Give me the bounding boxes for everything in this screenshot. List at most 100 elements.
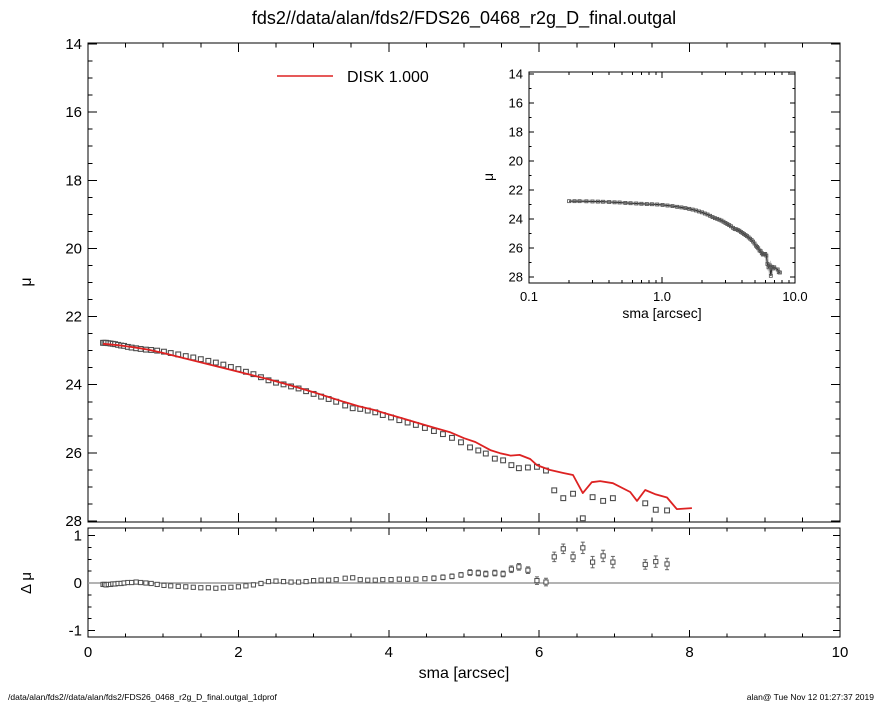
- residual-data-point: [422, 576, 428, 582]
- profile-data-point: [458, 439, 464, 446]
- residual-y-axis-label: Δ μ: [18, 572, 35, 594]
- main-y-tick-label: 24: [65, 377, 82, 394]
- residual-data-point: [653, 559, 659, 565]
- inset-data-point: [639, 201, 644, 206]
- inset-data-point: [607, 200, 611, 204]
- inset-data-point: [596, 199, 600, 204]
- inset-data-point: [713, 216, 717, 221]
- residual-y-tick-label: 1: [74, 528, 82, 545]
- residual-data-point: [133, 579, 139, 585]
- residual-data-point: [560, 546, 566, 552]
- residual-data-point: [333, 577, 339, 583]
- inset-data-point: [768, 273, 773, 278]
- residual-data-point: [543, 579, 549, 585]
- x-tick-label: 4: [385, 644, 393, 661]
- inset-y-tick-label: 14: [509, 67, 523, 82]
- residual-data-point: [483, 571, 489, 577]
- main-y-tick-label: 28: [65, 513, 82, 530]
- residual-data-point: [205, 585, 211, 591]
- x-tick-label: 8: [685, 644, 693, 661]
- residual-data-point: [405, 576, 411, 582]
- main-y-tick-label: 26: [65, 445, 82, 462]
- residual-data-point: [129, 579, 135, 586]
- inset-data-point: [778, 270, 782, 275]
- residual-data-point: [258, 580, 264, 587]
- residual-data-point: [154, 581, 160, 588]
- profile-data-point: [609, 495, 616, 502]
- inset-data-point: [772, 265, 777, 270]
- residual-data-point: [508, 566, 514, 572]
- profile-data-point: [600, 497, 607, 504]
- disk-model-line: [102, 342, 692, 511]
- inset-data-point: [650, 202, 654, 207]
- residual-data-point: [664, 561, 670, 567]
- residual-data-point: [311, 578, 317, 584]
- residual-data-point: [143, 580, 149, 586]
- residual-data-point: [250, 582, 257, 588]
- inset-data-point: [660, 203, 665, 207]
- plot-title: fds2//data/alan/fds2/FDS26_0468_r2g_D_fi…: [252, 8, 676, 29]
- inset-data-point: [623, 201, 628, 205]
- residual-data-point: [380, 577, 386, 583]
- profile-data-point: [508, 462, 515, 469]
- residual-data-point: [500, 571, 506, 577]
- inset-data-point: [717, 217, 722, 222]
- inset-plot-frame: [528, 71, 796, 284]
- x-tick-label: 0: [84, 644, 92, 661]
- main-y-tick-label: 20: [65, 240, 82, 257]
- residual-data-point: [365, 577, 371, 583]
- profile-data-point: [349, 405, 356, 412]
- inset-x-tick-label: 0.1: [520, 289, 538, 304]
- residual-data-point: [458, 572, 464, 578]
- residual-data-point: [138, 579, 144, 586]
- inset-data-point: [628, 201, 633, 206]
- residual-y-tick-label: 0: [74, 575, 82, 592]
- residual-data-point: [168, 583, 174, 589]
- main-y-tick-label: 18: [65, 172, 82, 189]
- profile-data-point: [439, 431, 446, 438]
- residual-data-point: [175, 583, 181, 589]
- profile-data-point: [515, 465, 522, 472]
- residual-y-tick-label: -1: [69, 623, 82, 640]
- inset-data-point: [601, 199, 605, 204]
- inset-y-axis-label: μ: [480, 173, 496, 181]
- inset-y-tick-label: 22: [509, 183, 523, 198]
- inset-data-point: [567, 199, 571, 204]
- data-series: [88, 199, 840, 591]
- inset-data-point: [572, 199, 577, 204]
- profile-data-point: [579, 515, 586, 522]
- profile-data-point: [589, 494, 596, 501]
- footer-file-path: /data/alan/fds2//data/alan/fds2/FDS26_04…: [8, 692, 278, 702]
- x-axis-label: sma [arcsec]: [419, 665, 510, 682]
- inset-data-point: [715, 216, 720, 221]
- residual-data-point: [213, 585, 219, 591]
- profile-data-point: [430, 428, 437, 435]
- residual-data-point: [440, 574, 446, 580]
- residual-data-point: [600, 553, 606, 559]
- residual-data-point: [580, 545, 586, 551]
- residual-data-point: [243, 583, 249, 589]
- inset-data-point: [645, 202, 649, 206]
- residual-data-point: [318, 577, 324, 583]
- residual-data-point: [642, 561, 648, 568]
- residual-data-point: [396, 576, 402, 582]
- footer-user-timestamp: alan@ Tue Nov 12 01:27:37 2019: [747, 692, 875, 702]
- profile-data-point: [500, 457, 507, 464]
- main-y-tick-label: 14: [65, 36, 82, 53]
- profile-data-point: [491, 455, 498, 462]
- profile-data-point: [342, 402, 349, 409]
- inset-y-tick-label: 18: [509, 125, 523, 140]
- inset-data-point: [612, 200, 617, 205]
- residual-data-point: [342, 575, 348, 581]
- profile-data-point: [560, 495, 567, 502]
- profile-data-point: [475, 447, 482, 454]
- profile-data-point: [449, 434, 455, 441]
- profile-data-point: [652, 506, 659, 513]
- residual-data-point: [551, 554, 557, 560]
- profile-data-point: [467, 444, 473, 451]
- profile-data-point: [664, 507, 670, 514]
- residual-data-point: [265, 578, 272, 585]
- residual-data-point: [220, 585, 226, 591]
